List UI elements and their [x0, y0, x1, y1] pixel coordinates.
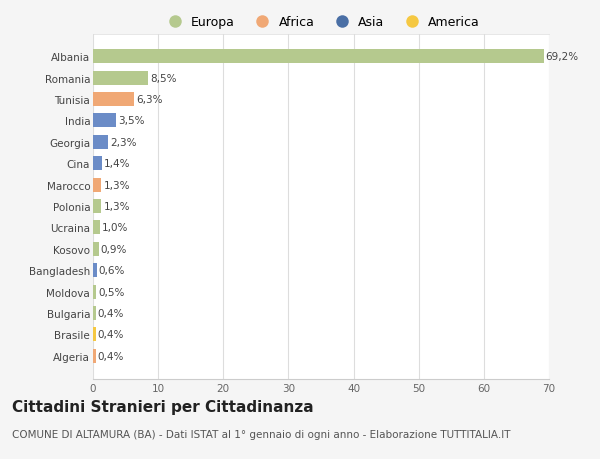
Text: 69,2%: 69,2% [546, 52, 579, 62]
Text: 1,3%: 1,3% [103, 202, 130, 212]
Bar [93, 307, 95, 320]
Bar [93, 93, 134, 106]
Text: 3,5%: 3,5% [118, 116, 144, 126]
Bar [93, 263, 97, 278]
Bar [93, 114, 116, 128]
Text: Cittadini Stranieri per Cittadinanza: Cittadini Stranieri per Cittadinanza [12, 399, 314, 414]
Text: 1,0%: 1,0% [101, 223, 128, 233]
Text: 8,5%: 8,5% [151, 73, 177, 84]
Text: 0,4%: 0,4% [98, 308, 124, 319]
Bar [93, 135, 108, 150]
Text: 6,3%: 6,3% [136, 95, 163, 105]
Bar [93, 178, 101, 192]
Text: 2,3%: 2,3% [110, 138, 136, 147]
Bar [93, 242, 99, 256]
Bar [93, 285, 96, 299]
Text: 0,9%: 0,9% [101, 244, 127, 254]
Text: COMUNE DI ALTAMURA (BA) - Dati ISTAT al 1° gennaio di ogni anno - Elaborazione T: COMUNE DI ALTAMURA (BA) - Dati ISTAT al … [12, 429, 511, 439]
Bar [93, 221, 100, 235]
Text: 1,3%: 1,3% [103, 180, 130, 190]
Bar [93, 328, 95, 341]
Text: 0,6%: 0,6% [99, 266, 125, 275]
Bar [93, 50, 544, 64]
Bar [93, 200, 101, 213]
Text: 0,4%: 0,4% [98, 330, 124, 340]
Bar [93, 157, 102, 171]
Legend: Europa, Africa, Asia, America: Europa, Africa, Asia, America [157, 11, 485, 34]
Bar [93, 72, 148, 85]
Text: 0,4%: 0,4% [98, 351, 124, 361]
Bar [93, 349, 95, 363]
Text: 0,5%: 0,5% [98, 287, 125, 297]
Text: 1,4%: 1,4% [104, 159, 131, 169]
